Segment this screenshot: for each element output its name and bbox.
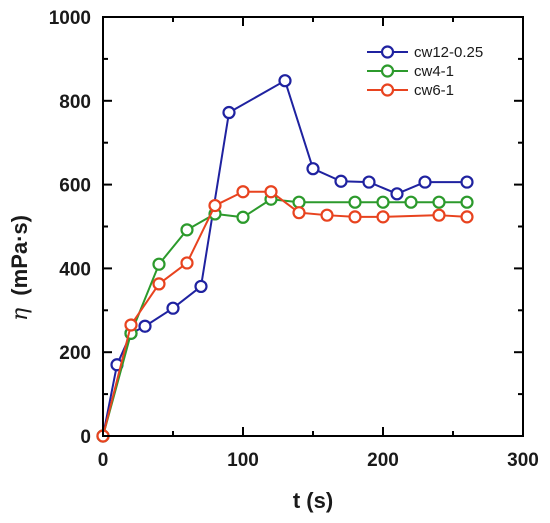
x-axis-label: t (s) bbox=[293, 488, 333, 513]
y-tick-label: 800 bbox=[59, 92, 91, 113]
data-point bbox=[376, 195, 390, 209]
data-point bbox=[166, 301, 180, 315]
tick-labels: 0 100 200 300 0 200 400 600 800 1000 bbox=[49, 8, 539, 471]
x-tick-label: 0 bbox=[98, 450, 109, 471]
data-point bbox=[152, 257, 166, 271]
data-point bbox=[194, 279, 208, 294]
data-point bbox=[180, 256, 194, 270]
x-tick-label: 100 bbox=[227, 450, 259, 471]
x-tick-label: 300 bbox=[507, 450, 539, 471]
x-tick-label: 200 bbox=[367, 450, 399, 471]
legend: cw12-0.25 cw4-1 cw6-1 bbox=[367, 44, 483, 99]
legend-label: cw6-1 bbox=[414, 82, 454, 99]
series-cw6-1 bbox=[96, 185, 474, 443]
legend-marker bbox=[380, 83, 395, 97]
data-point bbox=[264, 185, 278, 199]
y-tick-label: 0 bbox=[80, 427, 91, 448]
data-point bbox=[460, 175, 474, 189]
plot-frame bbox=[102, 16, 524, 437]
data-point bbox=[180, 223, 194, 237]
data-point bbox=[460, 210, 474, 224]
data-point bbox=[292, 195, 306, 209]
y-tick-label: 600 bbox=[59, 176, 91, 197]
data-point bbox=[152, 277, 166, 291]
legend-marker bbox=[380, 64, 395, 78]
data-point bbox=[390, 187, 404, 201]
series-line bbox=[102, 190, 468, 437]
data-point bbox=[348, 210, 362, 224]
data-point bbox=[236, 210, 250, 224]
y-tick-label: 200 bbox=[59, 343, 91, 364]
legend-label: cw4-1 bbox=[414, 63, 454, 80]
legend-item: cw6-1 bbox=[367, 82, 454, 99]
data-point bbox=[278, 74, 292, 88]
legend-item: cw4-1 bbox=[367, 63, 454, 80]
data-point bbox=[138, 319, 152, 333]
data-point bbox=[334, 174, 348, 188]
data-point bbox=[376, 210, 390, 224]
series-cw4-1 bbox=[96, 192, 474, 443]
data-point bbox=[418, 175, 432, 189]
series-cw12-0.25 bbox=[96, 74, 474, 443]
data-point bbox=[348, 195, 362, 209]
legend-label: cw12-0.25 bbox=[414, 44, 483, 61]
data-point bbox=[460, 195, 474, 209]
data-point bbox=[432, 208, 446, 222]
data-point bbox=[292, 206, 306, 220]
data-point bbox=[320, 208, 334, 222]
legend-item: cw12-0.25 bbox=[367, 44, 483, 61]
data-point bbox=[306, 162, 320, 176]
axis-ticks bbox=[102, 16, 524, 437]
legend-marker bbox=[380, 45, 395, 59]
y-tick-label: 400 bbox=[59, 259, 91, 280]
data-point bbox=[236, 185, 250, 199]
data-point bbox=[222, 105, 236, 120]
data-point bbox=[362, 175, 376, 189]
y-tick-label: 1000 bbox=[49, 8, 91, 29]
y-axis-label: η (mPa·s) bbox=[7, 215, 33, 321]
y-axis-symbol: η bbox=[8, 308, 33, 321]
data-point bbox=[404, 195, 418, 209]
series-layer bbox=[96, 74, 474, 443]
data-point bbox=[432, 195, 446, 209]
data-point bbox=[208, 198, 222, 213]
y-axis-unit: (mPa·s) bbox=[7, 215, 32, 296]
data-point bbox=[124, 318, 138, 332]
